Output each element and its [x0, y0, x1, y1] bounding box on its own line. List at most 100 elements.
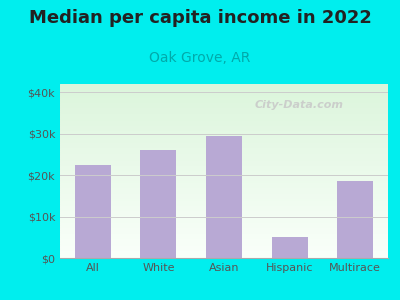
Bar	[60, 160, 388, 162]
Bar	[60, 223, 388, 225]
Bar	[60, 188, 388, 190]
Bar	[60, 241, 388, 242]
Bar	[60, 91, 388, 93]
Bar	[60, 94, 388, 96]
Bar	[60, 157, 388, 159]
Bar	[60, 206, 388, 208]
Bar	[60, 199, 388, 201]
Bar	[60, 148, 388, 150]
Bar	[60, 134, 388, 136]
Bar	[60, 103, 388, 105]
Bar	[60, 194, 388, 195]
Bar	[60, 209, 388, 211]
Bar	[60, 171, 388, 173]
Bar	[60, 228, 388, 230]
Bar	[60, 178, 388, 180]
Bar	[60, 105, 388, 106]
Bar	[60, 141, 388, 143]
Bar	[60, 84, 388, 86]
Bar	[60, 175, 388, 176]
Bar	[60, 220, 388, 221]
Bar	[60, 108, 388, 110]
Bar	[60, 162, 388, 164]
Bar	[60, 225, 388, 227]
Bar	[60, 133, 388, 134]
Bar	[60, 234, 388, 236]
Bar	[60, 173, 388, 175]
Bar	[206, 136, 242, 258]
Bar	[60, 239, 388, 241]
Text: Median per capita income in 2022: Median per capita income in 2022	[28, 9, 372, 27]
Bar	[60, 124, 388, 126]
Bar	[60, 253, 388, 254]
Bar	[60, 246, 388, 248]
Bar	[60, 143, 388, 145]
Bar	[60, 101, 388, 103]
Bar	[60, 164, 388, 166]
Bar	[60, 155, 388, 157]
Bar	[75, 165, 111, 258]
Text: City-Data.com: City-Data.com	[255, 100, 344, 110]
Bar	[60, 183, 388, 185]
Bar	[60, 138, 388, 140]
Bar	[60, 114, 388, 115]
Bar	[60, 136, 388, 138]
Bar	[60, 128, 388, 129]
Bar	[60, 115, 388, 117]
Bar	[60, 248, 388, 249]
Bar	[60, 202, 388, 204]
Bar	[60, 140, 388, 141]
Bar	[60, 197, 388, 199]
Bar	[60, 152, 388, 154]
Bar	[60, 154, 388, 155]
Bar	[60, 201, 388, 202]
Bar	[140, 150, 176, 258]
Bar	[60, 218, 388, 220]
Bar	[60, 126, 388, 127]
Bar	[60, 93, 388, 94]
Bar	[60, 204, 388, 206]
Bar	[60, 122, 388, 124]
Bar	[60, 211, 388, 213]
Bar	[60, 185, 388, 187]
Bar	[60, 176, 388, 178]
Bar	[60, 88, 388, 89]
Bar	[60, 180, 388, 182]
Bar	[337, 182, 373, 258]
Bar	[60, 169, 388, 171]
Bar	[60, 195, 388, 197]
Bar	[60, 208, 388, 209]
Bar	[60, 89, 388, 91]
Bar	[60, 213, 388, 214]
Bar	[60, 106, 388, 108]
Bar	[60, 187, 388, 188]
Bar	[60, 129, 388, 131]
Bar	[60, 117, 388, 119]
Bar	[60, 230, 388, 232]
Bar	[60, 86, 388, 88]
Bar	[60, 192, 388, 194]
Bar	[60, 100, 388, 101]
Bar	[60, 214, 388, 216]
Bar	[60, 121, 388, 122]
Bar	[60, 96, 388, 98]
Bar	[60, 254, 388, 256]
Bar	[60, 216, 388, 218]
Bar	[60, 159, 388, 161]
Bar	[60, 249, 388, 251]
Bar	[60, 227, 388, 228]
Bar	[272, 237, 308, 258]
Bar	[60, 147, 388, 148]
Bar	[60, 242, 388, 244]
Bar	[60, 236, 388, 237]
Bar	[60, 145, 388, 147]
Bar	[60, 190, 388, 192]
Bar	[60, 167, 388, 169]
Text: Oak Grove, AR: Oak Grove, AR	[149, 51, 251, 65]
Bar	[60, 244, 388, 246]
Bar	[60, 237, 388, 239]
Bar	[60, 110, 388, 112]
Bar	[60, 182, 388, 183]
Bar	[60, 251, 388, 253]
Bar	[60, 221, 388, 223]
